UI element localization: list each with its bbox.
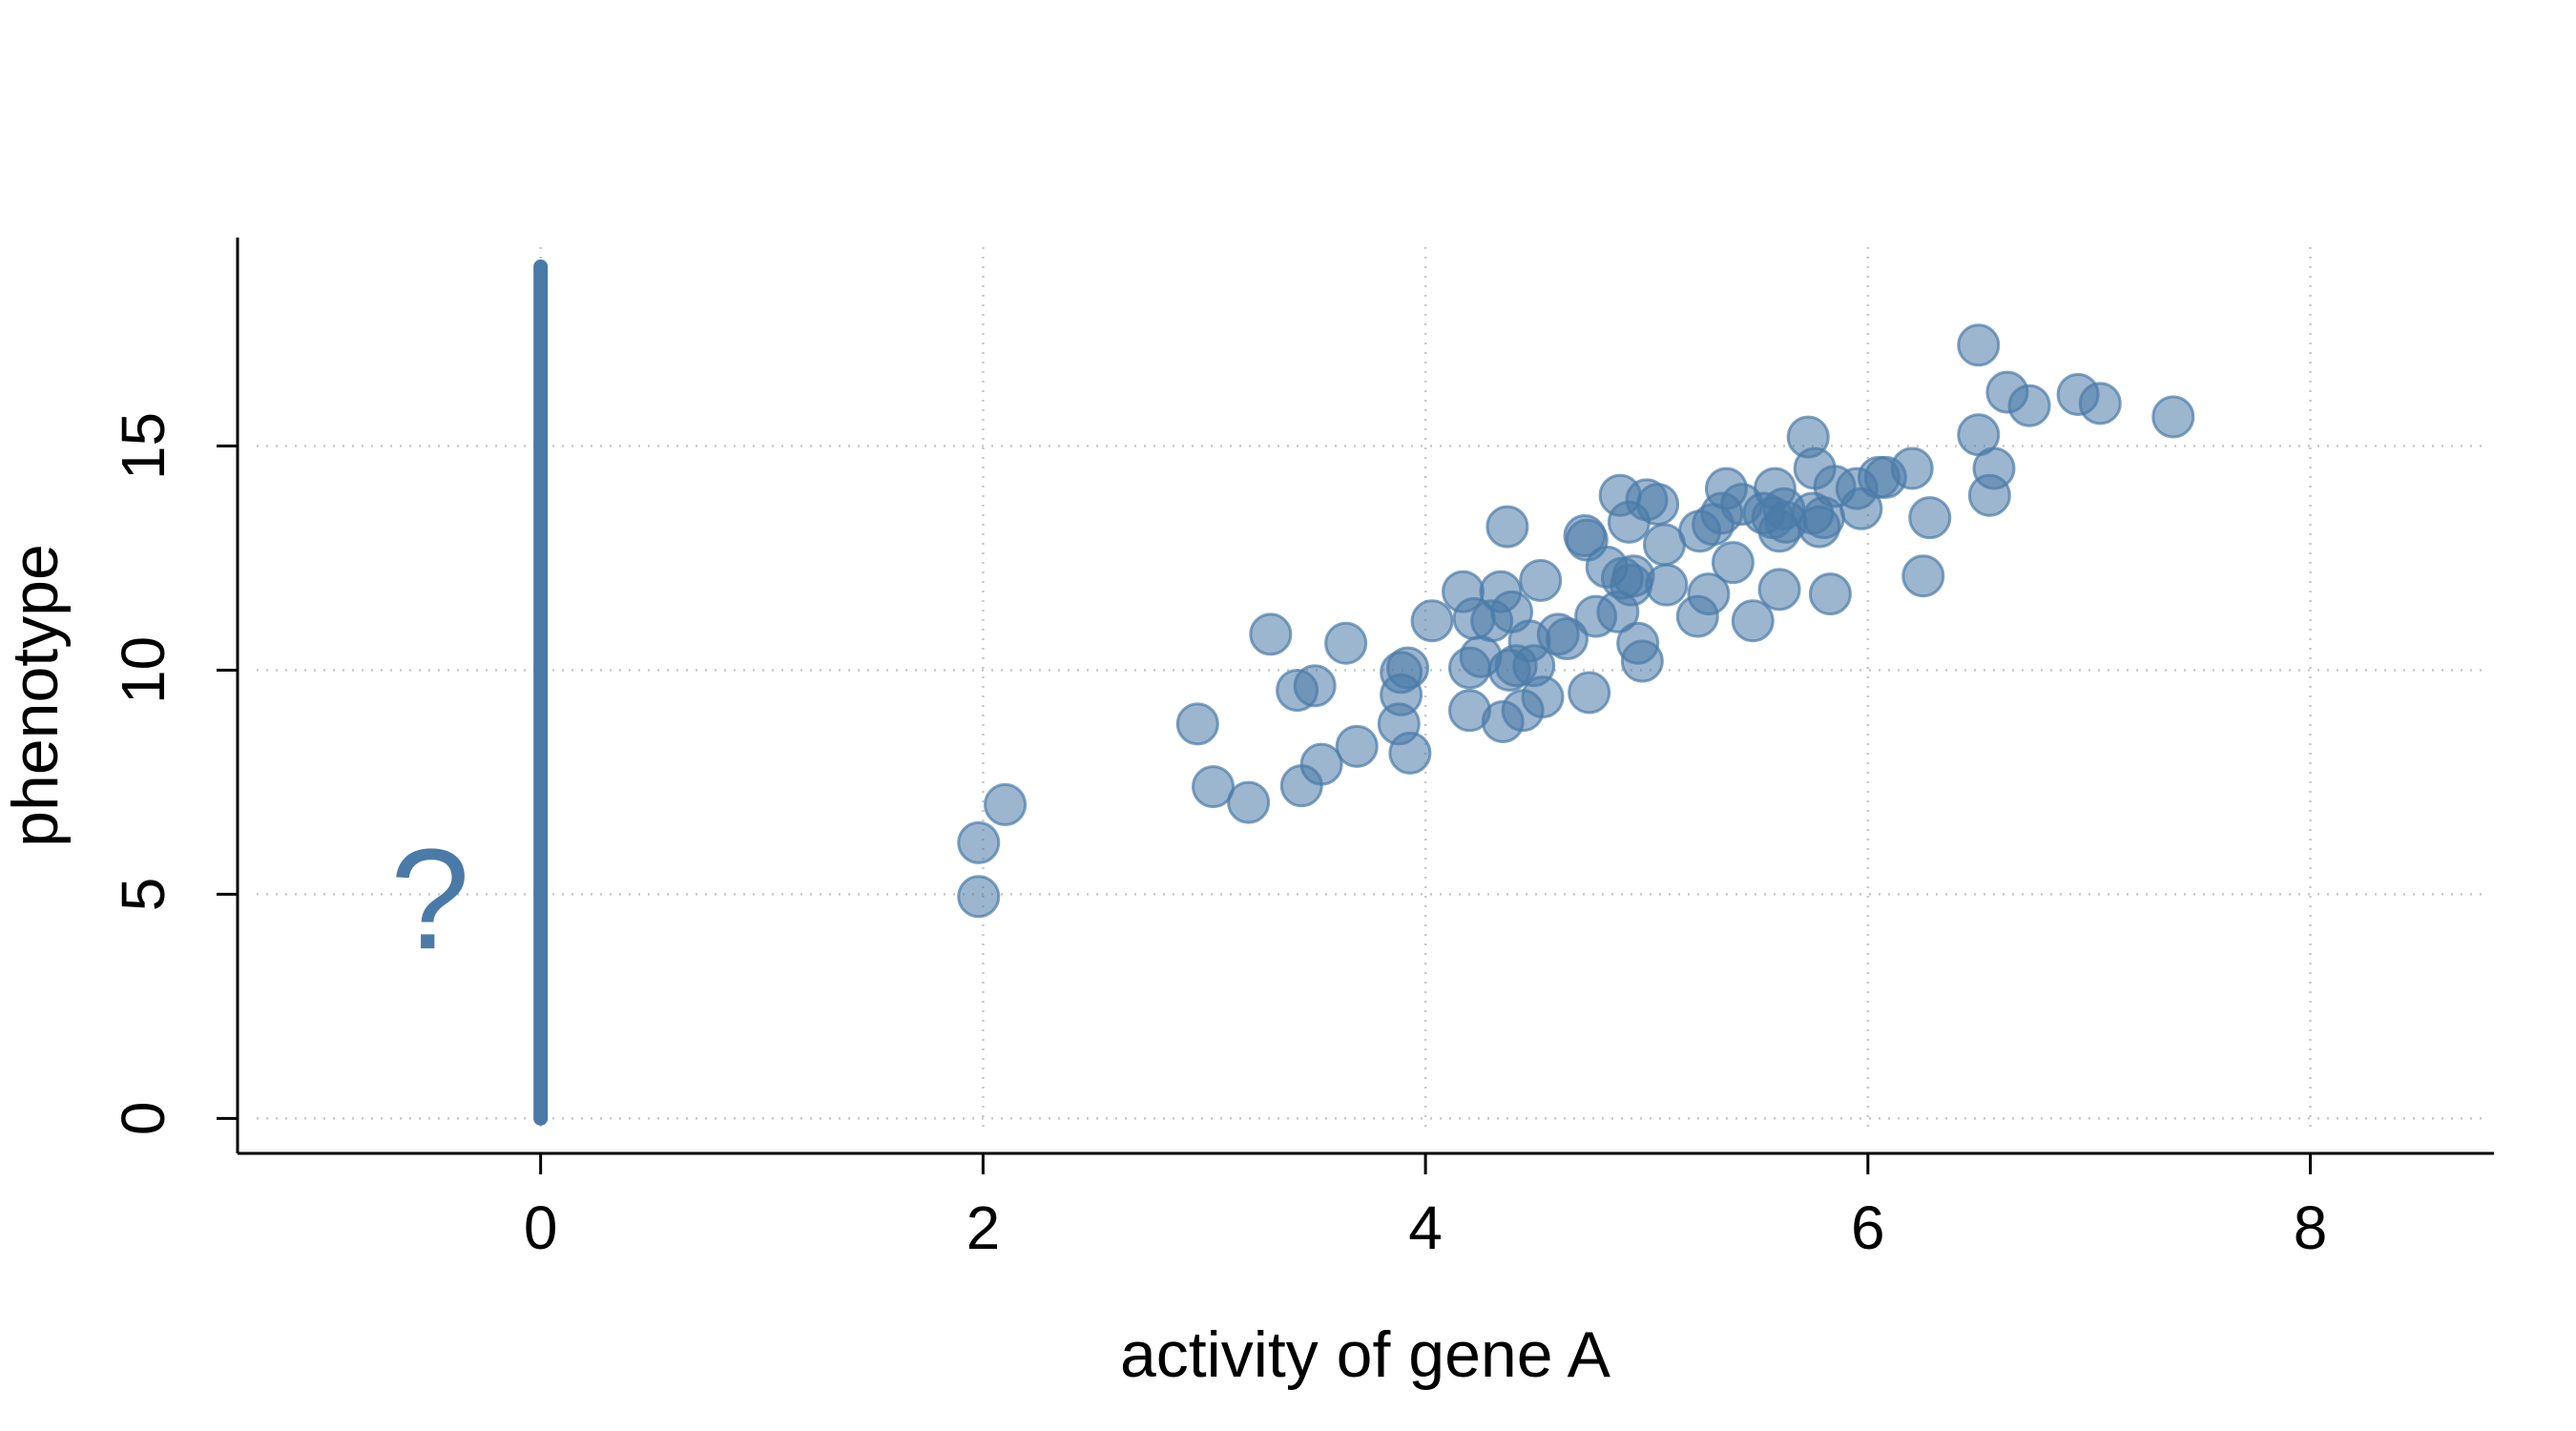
x-tick-label: 2 <box>966 1193 1001 1262</box>
data-point <box>1192 765 1236 809</box>
x-tick-label: 6 <box>1851 1193 1885 1262</box>
data-point <box>1908 496 1952 540</box>
y-tick-label: 15 <box>109 412 177 480</box>
axes <box>236 238 2494 1155</box>
data-point <box>1249 612 1293 656</box>
data-point <box>1890 446 1934 490</box>
data-point <box>1731 599 1775 643</box>
y-axis-ticks: 0 5 10 15 <box>109 412 238 1135</box>
data-point <box>1687 572 1731 616</box>
y-tick-label: 5 <box>109 878 177 912</box>
data-point <box>1485 505 1529 549</box>
data-point <box>1901 554 1945 598</box>
grid-lines <box>257 247 2484 1134</box>
data-point <box>1636 483 1680 527</box>
data-point <box>2151 395 2195 439</box>
data-point <box>1410 599 1454 643</box>
x-tick-label: 0 <box>524 1193 558 1262</box>
data-point <box>1388 731 1432 775</box>
data-point <box>1335 724 1379 768</box>
data-point <box>1386 646 1430 690</box>
y-tick-label: 0 <box>109 1102 177 1136</box>
data-point <box>1645 563 1689 607</box>
data-point <box>984 782 1028 826</box>
data-point <box>957 820 1001 864</box>
data-point <box>2007 384 2051 427</box>
data-point <box>1299 742 1343 786</box>
data-point <box>1757 568 1801 612</box>
x-axis-ticks: 0 2 4 6 8 <box>524 1153 2327 1262</box>
data-point <box>1545 617 1589 661</box>
data-point <box>1808 572 1852 616</box>
data-point <box>1324 621 1368 665</box>
data-point <box>1620 639 1664 683</box>
data-point <box>1293 664 1337 708</box>
y-axis-label: phenotype <box>0 544 72 847</box>
data-point <box>1521 675 1565 719</box>
data-point <box>1972 446 2016 490</box>
y-tick-label: 10 <box>109 636 177 704</box>
data-point <box>1568 671 1611 715</box>
question-mark-annotation: ? <box>390 819 469 979</box>
x-tick-label: 8 <box>2294 1193 2328 1262</box>
data-point <box>1227 780 1271 824</box>
x-tick-label: 4 <box>1408 1193 1443 1262</box>
data-point <box>1711 541 1755 585</box>
scatter-points <box>957 323 2195 919</box>
data-point <box>957 875 1001 919</box>
data-point <box>1519 558 1563 602</box>
data-point <box>2078 382 2122 425</box>
data-point <box>1957 323 2001 367</box>
data-point <box>1175 702 1219 746</box>
annotation-layer: ? <box>390 819 469 979</box>
x-axis-label: activity of gene A <box>1120 1318 1611 1391</box>
